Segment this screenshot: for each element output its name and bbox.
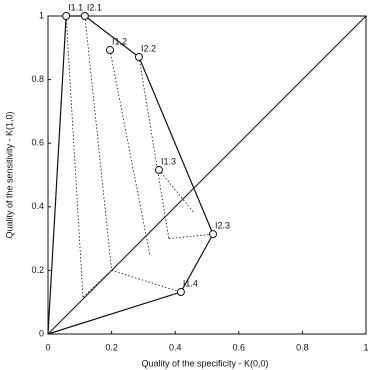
x-tick-label: 1 bbox=[363, 342, 368, 352]
y-tick-label: 1 bbox=[39, 10, 44, 20]
point-label: I1.3 bbox=[161, 156, 176, 166]
x-tick-label: 0.6 bbox=[233, 342, 246, 352]
y-tick-label: 0.4 bbox=[31, 201, 44, 211]
point-label: I2.2 bbox=[141, 43, 156, 53]
y-tick-label: 0.8 bbox=[31, 74, 44, 84]
x-tick-label: 0.8 bbox=[296, 342, 309, 352]
point bbox=[209, 230, 218, 239]
diagonal-line bbox=[47, 15, 367, 335]
y-tick-label: 0 bbox=[39, 328, 44, 338]
point-label: I1.4 bbox=[183, 278, 198, 288]
point bbox=[154, 165, 163, 174]
x-tick-label: 0 bbox=[45, 342, 50, 352]
dotted-line bbox=[158, 169, 195, 214]
dotted-line bbox=[82, 270, 112, 298]
dotted-line bbox=[168, 233, 214, 239]
x-tick-label: 0.2 bbox=[105, 342, 118, 352]
point bbox=[80, 12, 89, 20]
y-tick-label: 0.6 bbox=[31, 138, 44, 148]
point bbox=[176, 288, 185, 297]
y-axis-label: Quality of the sensitivity - K(1,0) bbox=[4, 111, 14, 238]
point bbox=[106, 46, 115, 55]
point-label: I1.1 bbox=[68, 2, 83, 12]
dotted-line bbox=[65, 15, 84, 298]
dotted-line bbox=[84, 15, 112, 271]
point bbox=[134, 53, 143, 62]
plot-frame bbox=[47, 15, 367, 335]
point-label: I2.1 bbox=[87, 2, 102, 12]
dotted-line bbox=[111, 270, 182, 293]
dotted-line bbox=[138, 56, 170, 239]
x-axis-label: Quality of the specificity - K(0,0) bbox=[141, 358, 268, 368]
dotted-line bbox=[109, 49, 151, 255]
y-tick-label: 0.2 bbox=[31, 265, 44, 275]
x-tick-label: 0.4 bbox=[169, 342, 182, 352]
point-label: I2.3 bbox=[215, 221, 230, 231]
point bbox=[62, 12, 71, 20]
point-label: I1.2 bbox=[112, 36, 127, 46]
